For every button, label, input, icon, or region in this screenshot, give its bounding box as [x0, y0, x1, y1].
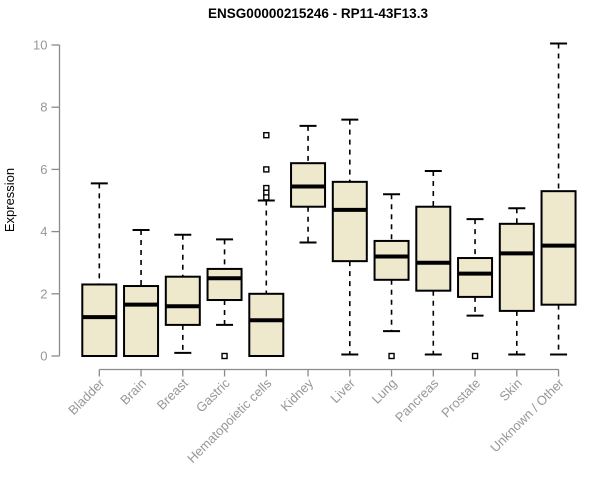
x-tick-label-bladder: Bladder [65, 375, 108, 418]
x-tick-label-kidney: Kidney [277, 375, 316, 414]
x-tick-label-brain: Brain [117, 376, 149, 408]
boxplot-lung [373, 193, 410, 360]
outlier-lung-0 [388, 352, 395, 360]
boxplot-brain [123, 229, 160, 357]
outlier-gastric-0 [221, 352, 228, 360]
boxplot-skin [498, 207, 535, 356]
box-hematopoietic-cells [248, 292, 285, 357]
box-gastric [206, 267, 243, 302]
outlier-hematopoietic-cells-0 [263, 131, 270, 139]
y-tick-label-0: 0 [40, 349, 47, 364]
box-liver [331, 180, 368, 263]
y-tick-label-2: 2 [40, 286, 47, 301]
boxplot-hematopoietic-cells [248, 131, 285, 357]
box-lung [373, 239, 410, 281]
box-pancreas [415, 205, 452, 292]
x-tick-label-gastric: Gastric [193, 375, 233, 415]
y-axis-title: Expression [2, 168, 17, 232]
outlier-hematopoietic-cells-4 [263, 194, 270, 201]
box-breast [164, 275, 201, 326]
box-brain [123, 285, 160, 357]
y-tick-label-6: 6 [40, 162, 47, 177]
x-tick-label-pancreas: Pancreas [392, 375, 442, 425]
chart-title: ENSG00000215246 - RP11-43F13.3 [208, 6, 428, 21]
boxplot-gastric [206, 238, 243, 360]
x-tick-label-prostate: Prostate [438, 376, 483, 421]
x-tick-label-liver: Liver [327, 375, 358, 406]
box-unknown-other [540, 190, 577, 306]
boxplot-liver [331, 118, 368, 356]
x-tick-label-lung: Lung [369, 376, 400, 407]
box-bladder [81, 283, 118, 357]
boxplot-prostate [457, 218, 494, 360]
y-tick-label-10: 10 [33, 38, 47, 53]
boxplot-pancreas [415, 169, 452, 356]
y-tick-label-8: 8 [40, 100, 47, 115]
box-prostate [457, 257, 494, 298]
outlier-prostate-0 [471, 352, 479, 360]
x-tick-label-unknown-other: Unknown / Other [487, 375, 567, 455]
boxplot-kidney [290, 124, 327, 244]
boxplot-bladder [81, 182, 118, 357]
boxplot-breast [164, 233, 201, 354]
boxplot-unknown-other [540, 42, 577, 356]
x-tick-label-skin: Skin [496, 376, 524, 404]
outlier-hematopoietic-cells-1 [263, 166, 270, 173]
box-skin [498, 222, 535, 312]
x-tick-label-breast: Breast [154, 375, 191, 412]
y-tick-label-4: 4 [40, 224, 47, 239]
boxes-group [81, 42, 577, 360]
